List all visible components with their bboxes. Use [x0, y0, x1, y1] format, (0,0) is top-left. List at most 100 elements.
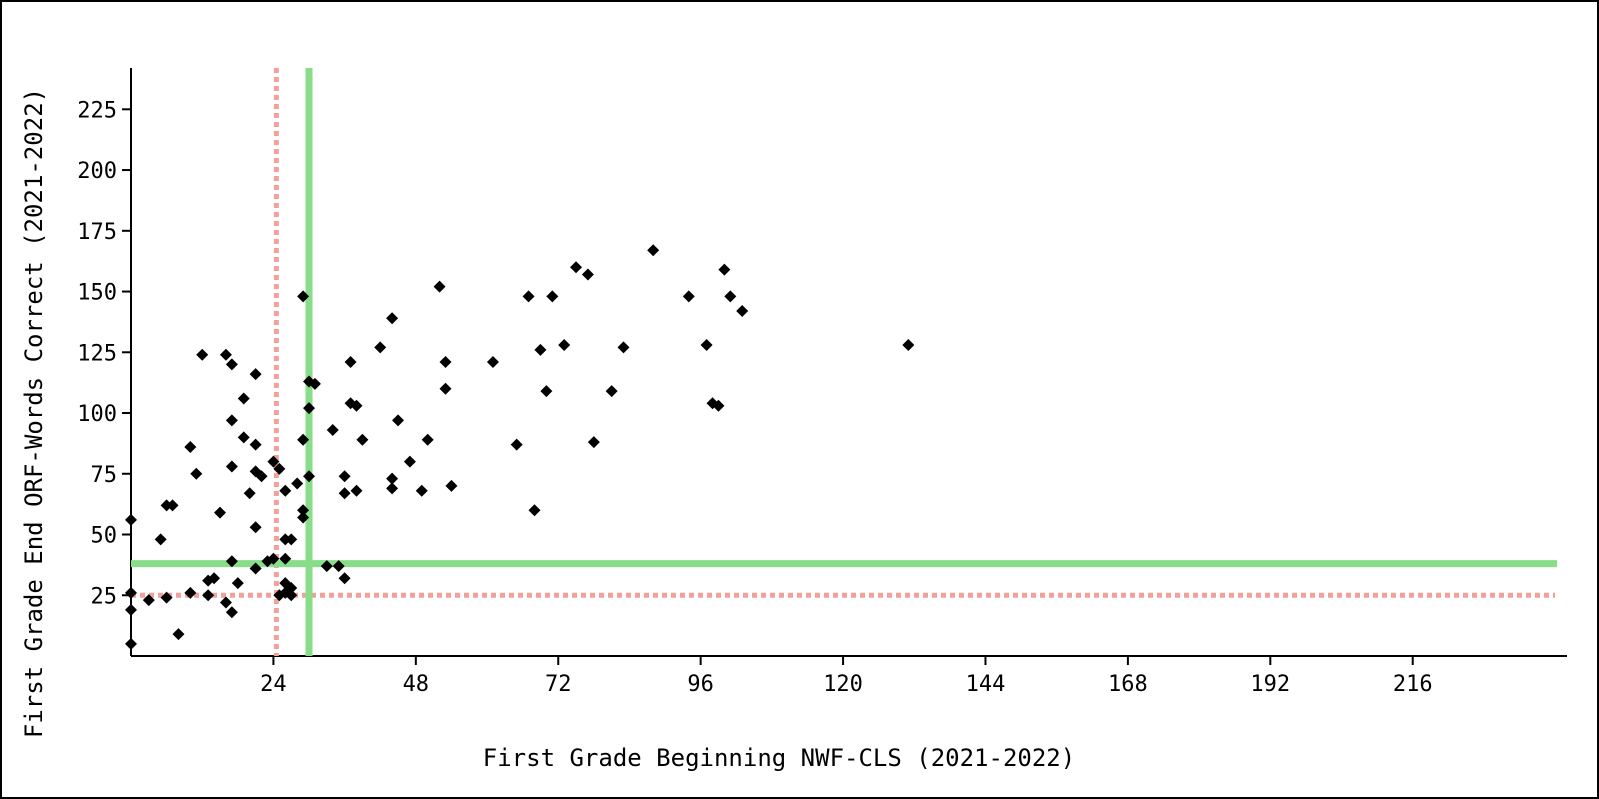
data-point	[902, 338, 915, 351]
y-tick-label: 175	[77, 220, 117, 245]
data-point	[534, 343, 547, 356]
data-point	[125, 513, 137, 526]
data-point	[255, 470, 268, 483]
x-axis-title: First Grade Beginning NWF-CLS (2021-2022…	[483, 744, 1075, 772]
x-tick-label: 144	[966, 672, 1006, 697]
data-point	[570, 261, 583, 274]
data-point	[326, 424, 339, 437]
data-point	[249, 438, 262, 451]
data-point	[433, 280, 446, 293]
data-point	[605, 385, 618, 398]
data-point	[297, 433, 310, 446]
y-tick-label: 50	[91, 524, 118, 549]
data-point	[546, 290, 559, 303]
data-point	[386, 472, 399, 485]
data-point	[225, 606, 238, 619]
y-tick-label: 125	[77, 341, 117, 366]
data-point	[320, 560, 333, 573]
data-point	[225, 358, 238, 371]
data-point	[125, 603, 137, 616]
x-tick-label: 120	[823, 672, 863, 697]
x-tick-label: 216	[1393, 672, 1433, 697]
data-point	[231, 577, 244, 590]
data-point	[184, 586, 197, 599]
data-point	[356, 433, 369, 446]
data-point	[712, 399, 725, 412]
data-point	[249, 368, 262, 381]
data-point	[581, 268, 594, 281]
y-tick-label: 150	[77, 281, 117, 306]
data-point	[190, 467, 203, 480]
data-point	[172, 628, 185, 641]
data-point	[415, 484, 428, 497]
data-point	[237, 392, 250, 405]
data-point	[350, 484, 363, 497]
data-point	[540, 385, 553, 398]
data-point	[249, 521, 262, 534]
data-point	[700, 338, 713, 351]
x-tick-label: 72	[545, 672, 572, 697]
data-point	[386, 482, 399, 495]
x-tick-label: 192	[1250, 672, 1290, 697]
data-point	[350, 399, 363, 412]
data-point	[249, 562, 262, 575]
data-point	[273, 462, 286, 475]
data-point	[617, 341, 630, 354]
data-point	[142, 594, 155, 607]
data-point	[297, 504, 310, 517]
data-point	[285, 581, 298, 594]
x-tick-label: 96	[687, 672, 714, 697]
data-point	[208, 572, 221, 585]
data-point	[303, 470, 316, 483]
data-point	[285, 533, 298, 546]
data-point	[647, 244, 660, 257]
data-point	[718, 263, 731, 276]
data-point	[308, 377, 321, 390]
y-axis-title: First Grade End ORF-Words Correct (2021-…	[20, 88, 48, 738]
data-point	[421, 433, 434, 446]
x-tick-label: 168	[1108, 672, 1148, 697]
x-tick-label: 48	[403, 672, 430, 697]
data-point	[392, 414, 405, 427]
data-point	[297, 511, 310, 524]
data-point	[160, 591, 173, 604]
data-point	[285, 589, 298, 602]
data-point	[279, 552, 292, 565]
data-point	[196, 348, 209, 361]
data-point	[403, 455, 416, 468]
data-point	[202, 589, 215, 602]
data-point	[587, 436, 600, 449]
data-point	[510, 438, 523, 451]
data-point	[528, 504, 541, 517]
data-point	[267, 552, 280, 565]
data-point	[291, 477, 304, 490]
data-point	[558, 338, 571, 351]
y-tick-label: 100	[77, 402, 117, 427]
data-point	[225, 414, 238, 427]
y-tick-label: 200	[77, 159, 117, 184]
data-point	[219, 348, 232, 361]
data-point	[279, 484, 292, 497]
data-point	[736, 304, 749, 317]
data-point	[522, 290, 535, 303]
data-point	[267, 455, 280, 468]
data-point	[297, 290, 310, 303]
data-point	[344, 356, 357, 368]
data-point	[219, 596, 232, 609]
data-point	[338, 470, 351, 483]
data-point	[303, 402, 316, 415]
data-point	[724, 290, 737, 303]
data-point	[225, 555, 238, 568]
y-tick-label: 75	[91, 463, 118, 488]
data-point	[682, 290, 695, 303]
data-point	[439, 382, 452, 395]
data-point	[332, 560, 345, 573]
data-point	[386, 312, 399, 325]
data-point	[374, 341, 387, 354]
data-point	[486, 356, 499, 368]
y-tick-label: 225	[77, 98, 117, 123]
data-point	[125, 637, 137, 650]
data-point	[184, 441, 197, 454]
